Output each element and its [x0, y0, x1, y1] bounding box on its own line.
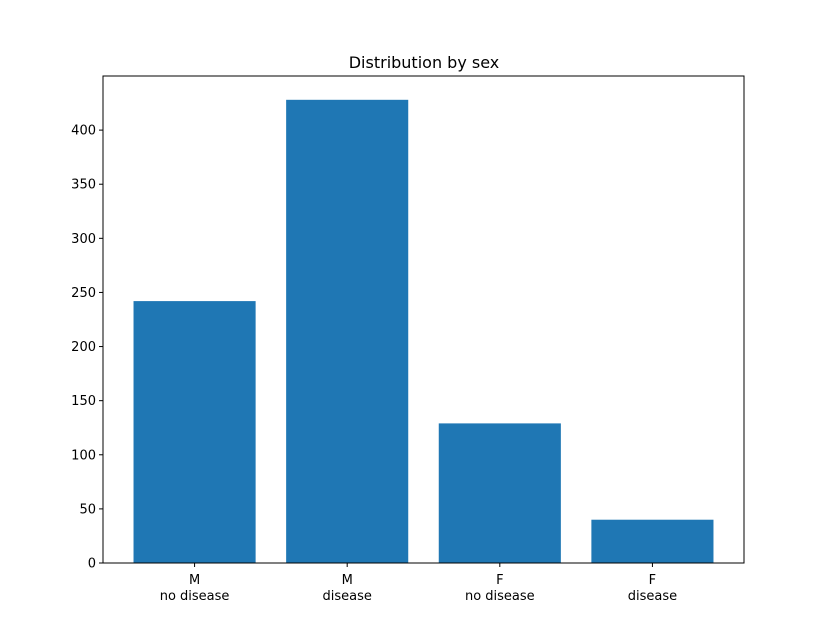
- bars-group: [133, 99, 714, 563]
- plot-frame: [102, 75, 745, 564]
- x-tick-label-line1: M: [189, 573, 200, 588]
- y-tick-label: 250: [71, 286, 96, 301]
- bar: [133, 301, 256, 563]
- bar: [591, 519, 714, 563]
- x-tick-label-line1: F: [496, 573, 503, 588]
- x-tick-label-line2: no disease: [465, 589, 535, 604]
- y-axis: 0 50 100 150 200 250 300 350 400: [71, 124, 103, 572]
- y-tick-label: 50: [79, 502, 96, 517]
- x-tick-label-line1: M: [342, 573, 353, 588]
- y-tick-label: 100: [71, 448, 96, 463]
- y-tick-label: 200: [71, 340, 96, 355]
- y-tick-label: 300: [71, 232, 96, 247]
- y-tick-label: 350: [71, 178, 96, 193]
- bar: [286, 99, 409, 563]
- x-tick-label-line2: no disease: [160, 589, 230, 604]
- x-tick-label-line2: disease: [628, 589, 677, 604]
- x-tick-label-line1: F: [649, 573, 656, 588]
- bar: [438, 423, 561, 563]
- chart-title: Distribution by sex: [349, 53, 500, 72]
- y-tick-label: 150: [71, 394, 96, 409]
- x-tick-label-line2: disease: [323, 589, 372, 604]
- y-tick-label: 0: [88, 557, 96, 572]
- y-tick-label: 400: [71, 124, 96, 139]
